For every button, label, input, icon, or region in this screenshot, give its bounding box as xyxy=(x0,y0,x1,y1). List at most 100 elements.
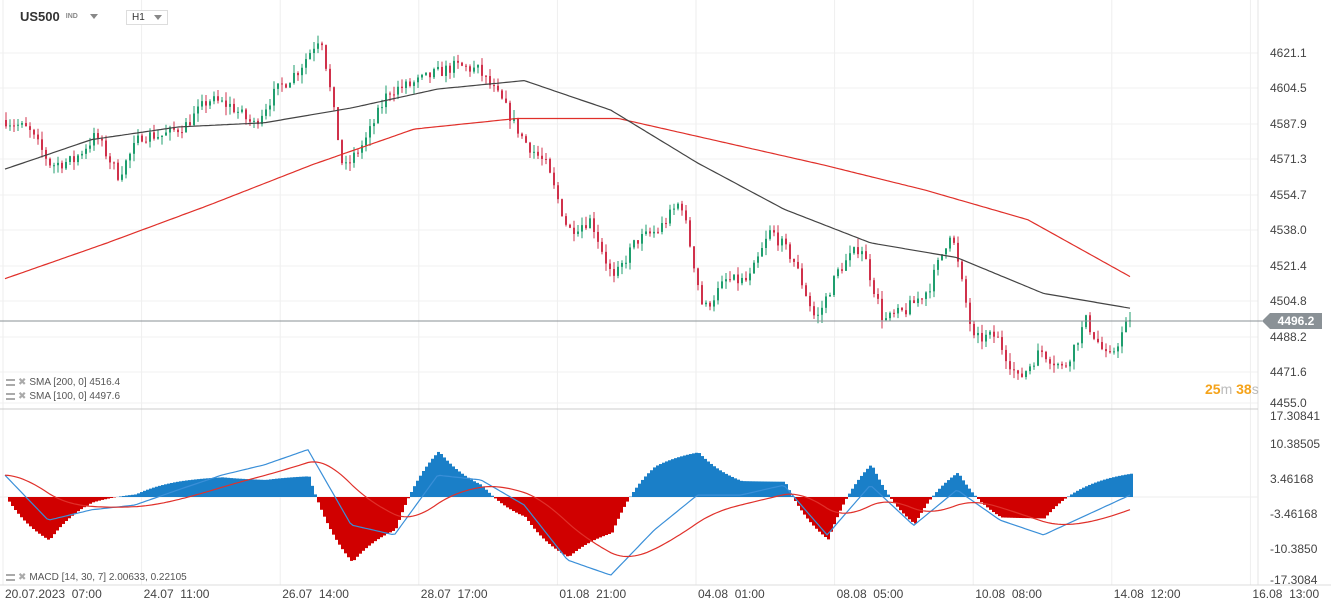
candle-body xyxy=(1117,346,1119,352)
macd-histogram-bar xyxy=(593,497,596,541)
candle-body xyxy=(1109,351,1111,353)
macd-histogram-bar xyxy=(839,497,842,511)
macd-histogram-bar xyxy=(962,480,965,497)
candle-body xyxy=(417,77,419,83)
macd-histogram-bar xyxy=(647,473,650,497)
candle-body xyxy=(357,152,359,154)
macd-histogram-bar xyxy=(734,478,737,497)
macd-histogram-bar xyxy=(20,497,23,518)
macd-histogram-bar xyxy=(35,497,38,532)
macd-histogram-bar xyxy=(1016,497,1019,518)
candle-body xyxy=(985,334,987,342)
candle-body xyxy=(645,231,647,234)
candle-body xyxy=(825,296,827,308)
candle-body xyxy=(525,136,527,143)
macd-histogram-bar xyxy=(1091,483,1094,497)
macd-histogram-bar xyxy=(149,488,152,497)
macd-histogram-bar xyxy=(14,497,17,511)
macd-histogram-bar xyxy=(38,497,41,534)
candle-body xyxy=(537,151,539,156)
candle-body xyxy=(57,162,59,166)
candle-body xyxy=(209,101,211,106)
macd-histogram-bar xyxy=(461,473,464,497)
macd-histogram-bar xyxy=(68,497,71,519)
candle-body xyxy=(745,277,747,281)
macd-histogram-bar xyxy=(218,477,221,497)
candle-body xyxy=(1081,327,1083,344)
candle-body xyxy=(593,218,595,232)
price-axis-label: 4455.0 xyxy=(1270,396,1307,410)
macd-histogram-bar xyxy=(923,497,926,509)
candle-body xyxy=(97,133,99,139)
time-axis-label: 26.07 14:00 xyxy=(282,587,349,601)
candle-body xyxy=(253,120,255,122)
candle-body xyxy=(229,103,231,107)
settings-icon[interactable] xyxy=(6,393,15,400)
macd-legend[interactable]: ✖ MACD [14, 30, 7] 2.00633, 0.22105 xyxy=(6,572,187,583)
candle-body xyxy=(793,258,795,262)
macd-histogram-bar xyxy=(509,497,512,510)
macd-histogram-bar xyxy=(731,476,734,497)
close-icon[interactable]: ✖ xyxy=(18,572,27,583)
time-axis-label: 04.08 01:00 xyxy=(698,587,765,601)
macd-histogram-bar xyxy=(608,497,611,534)
macd-histogram-bar xyxy=(893,497,896,503)
close-icon[interactable]: ✖ xyxy=(18,377,27,388)
price-axis-label: 4554.7 xyxy=(1270,188,1307,202)
candle-body xyxy=(249,119,251,122)
current-price-tag: 4496.2 xyxy=(1262,313,1322,329)
macd-histogram-bar xyxy=(539,497,542,536)
macd-histogram-bar xyxy=(785,484,788,497)
candle-body xyxy=(1077,343,1079,345)
symbol-selector[interactable]: US500 IND xyxy=(20,9,98,24)
macd-histogram-bar xyxy=(671,459,674,497)
sma200-legend[interactable]: ✖ SMA [200, 0] 4516.4 xyxy=(6,377,120,388)
candle-body xyxy=(189,122,191,126)
macd-histogram-bar xyxy=(410,491,413,497)
candle-body xyxy=(1065,365,1067,367)
close-icon[interactable]: ✖ xyxy=(18,391,27,402)
candle-body xyxy=(145,141,147,143)
macd-histogram-bar xyxy=(26,497,29,524)
macd-histogram-bar xyxy=(572,497,575,554)
macd-histogram-bar xyxy=(716,468,719,497)
candle-body xyxy=(1049,359,1051,364)
symbol-type: IND xyxy=(65,13,78,20)
macd-histogram-bar xyxy=(431,458,434,497)
candle-body xyxy=(61,162,63,169)
macd-histogram-bar xyxy=(740,480,743,497)
candle-body xyxy=(1069,361,1071,367)
candle-body xyxy=(657,231,659,233)
macd-histogram-bar xyxy=(251,479,254,497)
candle-body xyxy=(509,102,511,121)
macd-histogram-bar xyxy=(1094,482,1097,497)
macd-histogram-bar xyxy=(911,497,914,522)
sma100-legend[interactable]: ✖ SMA [100, 0] 4497.6 xyxy=(6,391,120,402)
candle-body xyxy=(33,129,35,135)
macd-histogram-bar xyxy=(185,480,188,497)
macd-histogram-bar xyxy=(782,481,785,497)
candle-body xyxy=(965,279,967,303)
candle-body xyxy=(1053,363,1055,366)
macd-histogram-bar xyxy=(239,478,242,497)
macd-histogram-bar xyxy=(428,462,431,497)
macd-histogram-bar xyxy=(284,477,287,497)
candle-body xyxy=(821,307,823,315)
macd-axis-label: 3.46168 xyxy=(1270,472,1314,486)
macd-histogram-bar xyxy=(386,497,389,534)
macd-histogram-bar xyxy=(56,497,59,531)
settings-icon[interactable] xyxy=(6,379,15,386)
macd-histogram-bar xyxy=(17,497,20,514)
timeframe-select[interactable]: H1 xyxy=(126,10,168,25)
macd-histogram-bar xyxy=(419,475,422,497)
candle-body xyxy=(681,203,683,211)
settings-icon[interactable] xyxy=(6,574,15,581)
macd-histogram-bar xyxy=(230,478,233,497)
macd-histogram-bar xyxy=(323,497,326,517)
macd-histogram-bar xyxy=(1088,484,1091,497)
candle-body xyxy=(929,291,931,293)
macd-histogram-bar xyxy=(29,497,32,527)
candle-body xyxy=(65,161,67,169)
macd-histogram-bar xyxy=(959,475,962,497)
